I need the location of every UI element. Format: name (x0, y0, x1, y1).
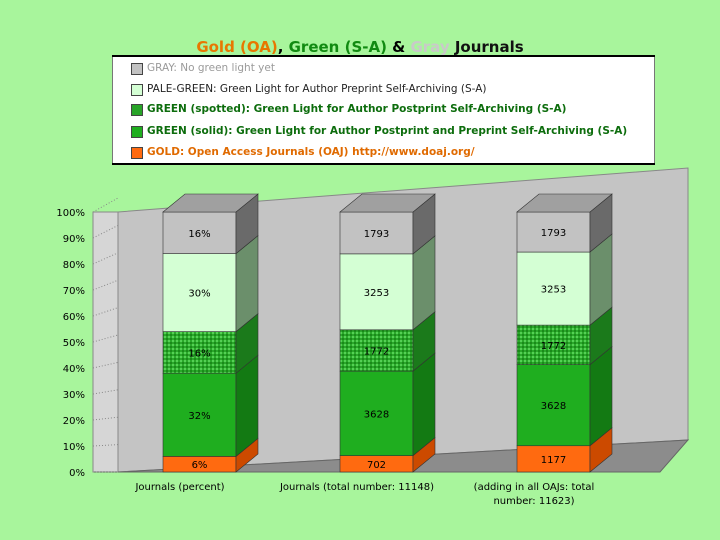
data-label-3-0: 30% (188, 289, 210, 300)
bar-pale-green-1 (339, 253, 414, 331)
legend-item-green-spotted: GREEN (spotted): Green Light for Author … (131, 101, 567, 117)
legend: GRAY: No green light yet PALE-GREEN: Gre… (112, 57, 655, 163)
bar-top-1 (339, 193, 436, 213)
title-sep-2: & (386, 38, 411, 56)
legend-label-gray: GRAY: No green light yet (147, 62, 275, 74)
gridline-2 (92, 416, 119, 421)
legend-item-green-solid: GREEN (solid): Green Light for Author Po… (131, 123, 628, 139)
bar-green-spotted--0 (162, 331, 237, 374)
y-tick-label-7: 70% (63, 286, 85, 297)
y-tick-label-6: 60% (63, 312, 85, 323)
data-label-0-0: 6% (192, 460, 208, 471)
y-tick-label-10: 100% (56, 208, 85, 219)
y-tick-label-8: 80% (63, 260, 85, 271)
x-label-1: Journals (total number: 11148) (279, 482, 434, 493)
legend-label-green-spotted: GREEN (spotted): Green Light for Author … (147, 103, 567, 115)
bar-pale-green-0 (162, 253, 237, 332)
y-tick-label-4: 40% (63, 364, 85, 375)
gridline-4 (92, 361, 119, 369)
legend-swatch-pale-green (131, 84, 143, 96)
data-label-1-2: 3628 (541, 401, 566, 412)
legend-item-gray: GRAY: No green light yet (131, 60, 275, 76)
y-axis: 0% 10% 20% 30% 40% 50% 60% 70% 80% 90% 100% (56, 208, 85, 479)
data-label-0-2: 1177 (541, 455, 566, 466)
gridline-6 (92, 307, 119, 317)
data-label-1-1: 3628 (364, 409, 389, 420)
bar-top-0 (162, 193, 259, 213)
legend-label-pale-green: PALE-GREEN: Green Light for Author Prepr… (147, 83, 487, 95)
bar-green-solid--2 (516, 364, 591, 447)
chart-title: Gold (OA), Green (S-A) & Gray Journals (0, 38, 720, 56)
legend-top-rule (112, 55, 655, 57)
y-tick-label-3: 30% (63, 390, 85, 401)
bars: 6% 32% 16% 30% 16% 702 3628 1772 3253 1793 1177 362… (162, 193, 613, 473)
gridline-5 (92, 334, 119, 343)
bar-gray-1 (339, 211, 414, 255)
legend-swatch-green-solid (131, 126, 143, 138)
title-gold: Gold (OA) (196, 38, 278, 56)
title-gray: Gray (410, 38, 450, 56)
y-tick-label-0: 0% (69, 468, 85, 479)
data-label-4-2: 1793 (541, 228, 566, 239)
data-label-3-2: 3253 (541, 285, 566, 296)
data-label-3-1: 3253 (364, 288, 389, 299)
bar-green-solid--0 (162, 372, 237, 457)
bar-green-spotted--2 (516, 324, 591, 365)
legend-swatch-gold (131, 147, 143, 159)
gridline-10 (92, 197, 119, 213)
legend-label-green-solid: GREEN (solid): Green Light for Author Po… (147, 125, 628, 137)
bar-stack-0: 6% 32% 16% 30% 16% (162, 193, 259, 473)
legend-label-gold: GOLD: Open Access Journals (OAJ) http://… (147, 146, 475, 158)
title-journals: Journals (449, 38, 524, 56)
x-label-2: (adding in all OAJs: total (474, 482, 595, 493)
x-label-2-line2: number: 11623) (493, 496, 574, 507)
bar-gold-2 (516, 445, 591, 473)
data-label-1-0: 32% (188, 411, 210, 422)
title-sep-1: , (277, 38, 289, 56)
data-label-0-1: 702 (367, 460, 386, 471)
data-label-4-1: 1793 (364, 229, 389, 240)
bar-stack-1: 702 3628 1772 3253 1793 (339, 193, 436, 473)
legend-item-gold: GOLD: Open Access Journals (OAJ) http://… (131, 144, 475, 160)
legend-swatch-gray (131, 63, 143, 75)
y-tick-label-5: 50% (63, 338, 85, 349)
data-label-4-0: 16% (188, 229, 210, 240)
bar-pale-green-2 (516, 251, 591, 326)
bar-green-solid--1 (339, 370, 414, 456)
bar-top-2 (516, 193, 613, 213)
bar-gray-0 (162, 211, 237, 254)
gridline-1 (92, 444, 119, 447)
bar-stack-2: 1177 3628 1772 3253 1793 (516, 193, 613, 473)
data-label-2-0: 16% (188, 348, 210, 359)
legend-bottom-rule (112, 163, 655, 165)
x-label-0: Journals (percent) (134, 482, 224, 493)
gridlines (92, 197, 119, 473)
y-tick-label-2: 20% (63, 416, 85, 427)
gridline-3 (92, 389, 119, 395)
legend-swatch-green-spotted (131, 104, 143, 116)
legend-item-pale-green: PALE-GREEN: Green Light for Author Prepr… (131, 81, 487, 97)
data-label-2-2: 1772 (541, 341, 566, 352)
x-axis: Journals (percent) Journals (total number… (134, 482, 594, 507)
title-green: Green (S-A) (288, 38, 387, 56)
y-tick-label-9: 90% (63, 234, 85, 245)
chart-left-wall (92, 211, 119, 473)
data-label-2-1: 1772 (364, 346, 389, 357)
y-tick-label-1: 10% (63, 442, 85, 453)
